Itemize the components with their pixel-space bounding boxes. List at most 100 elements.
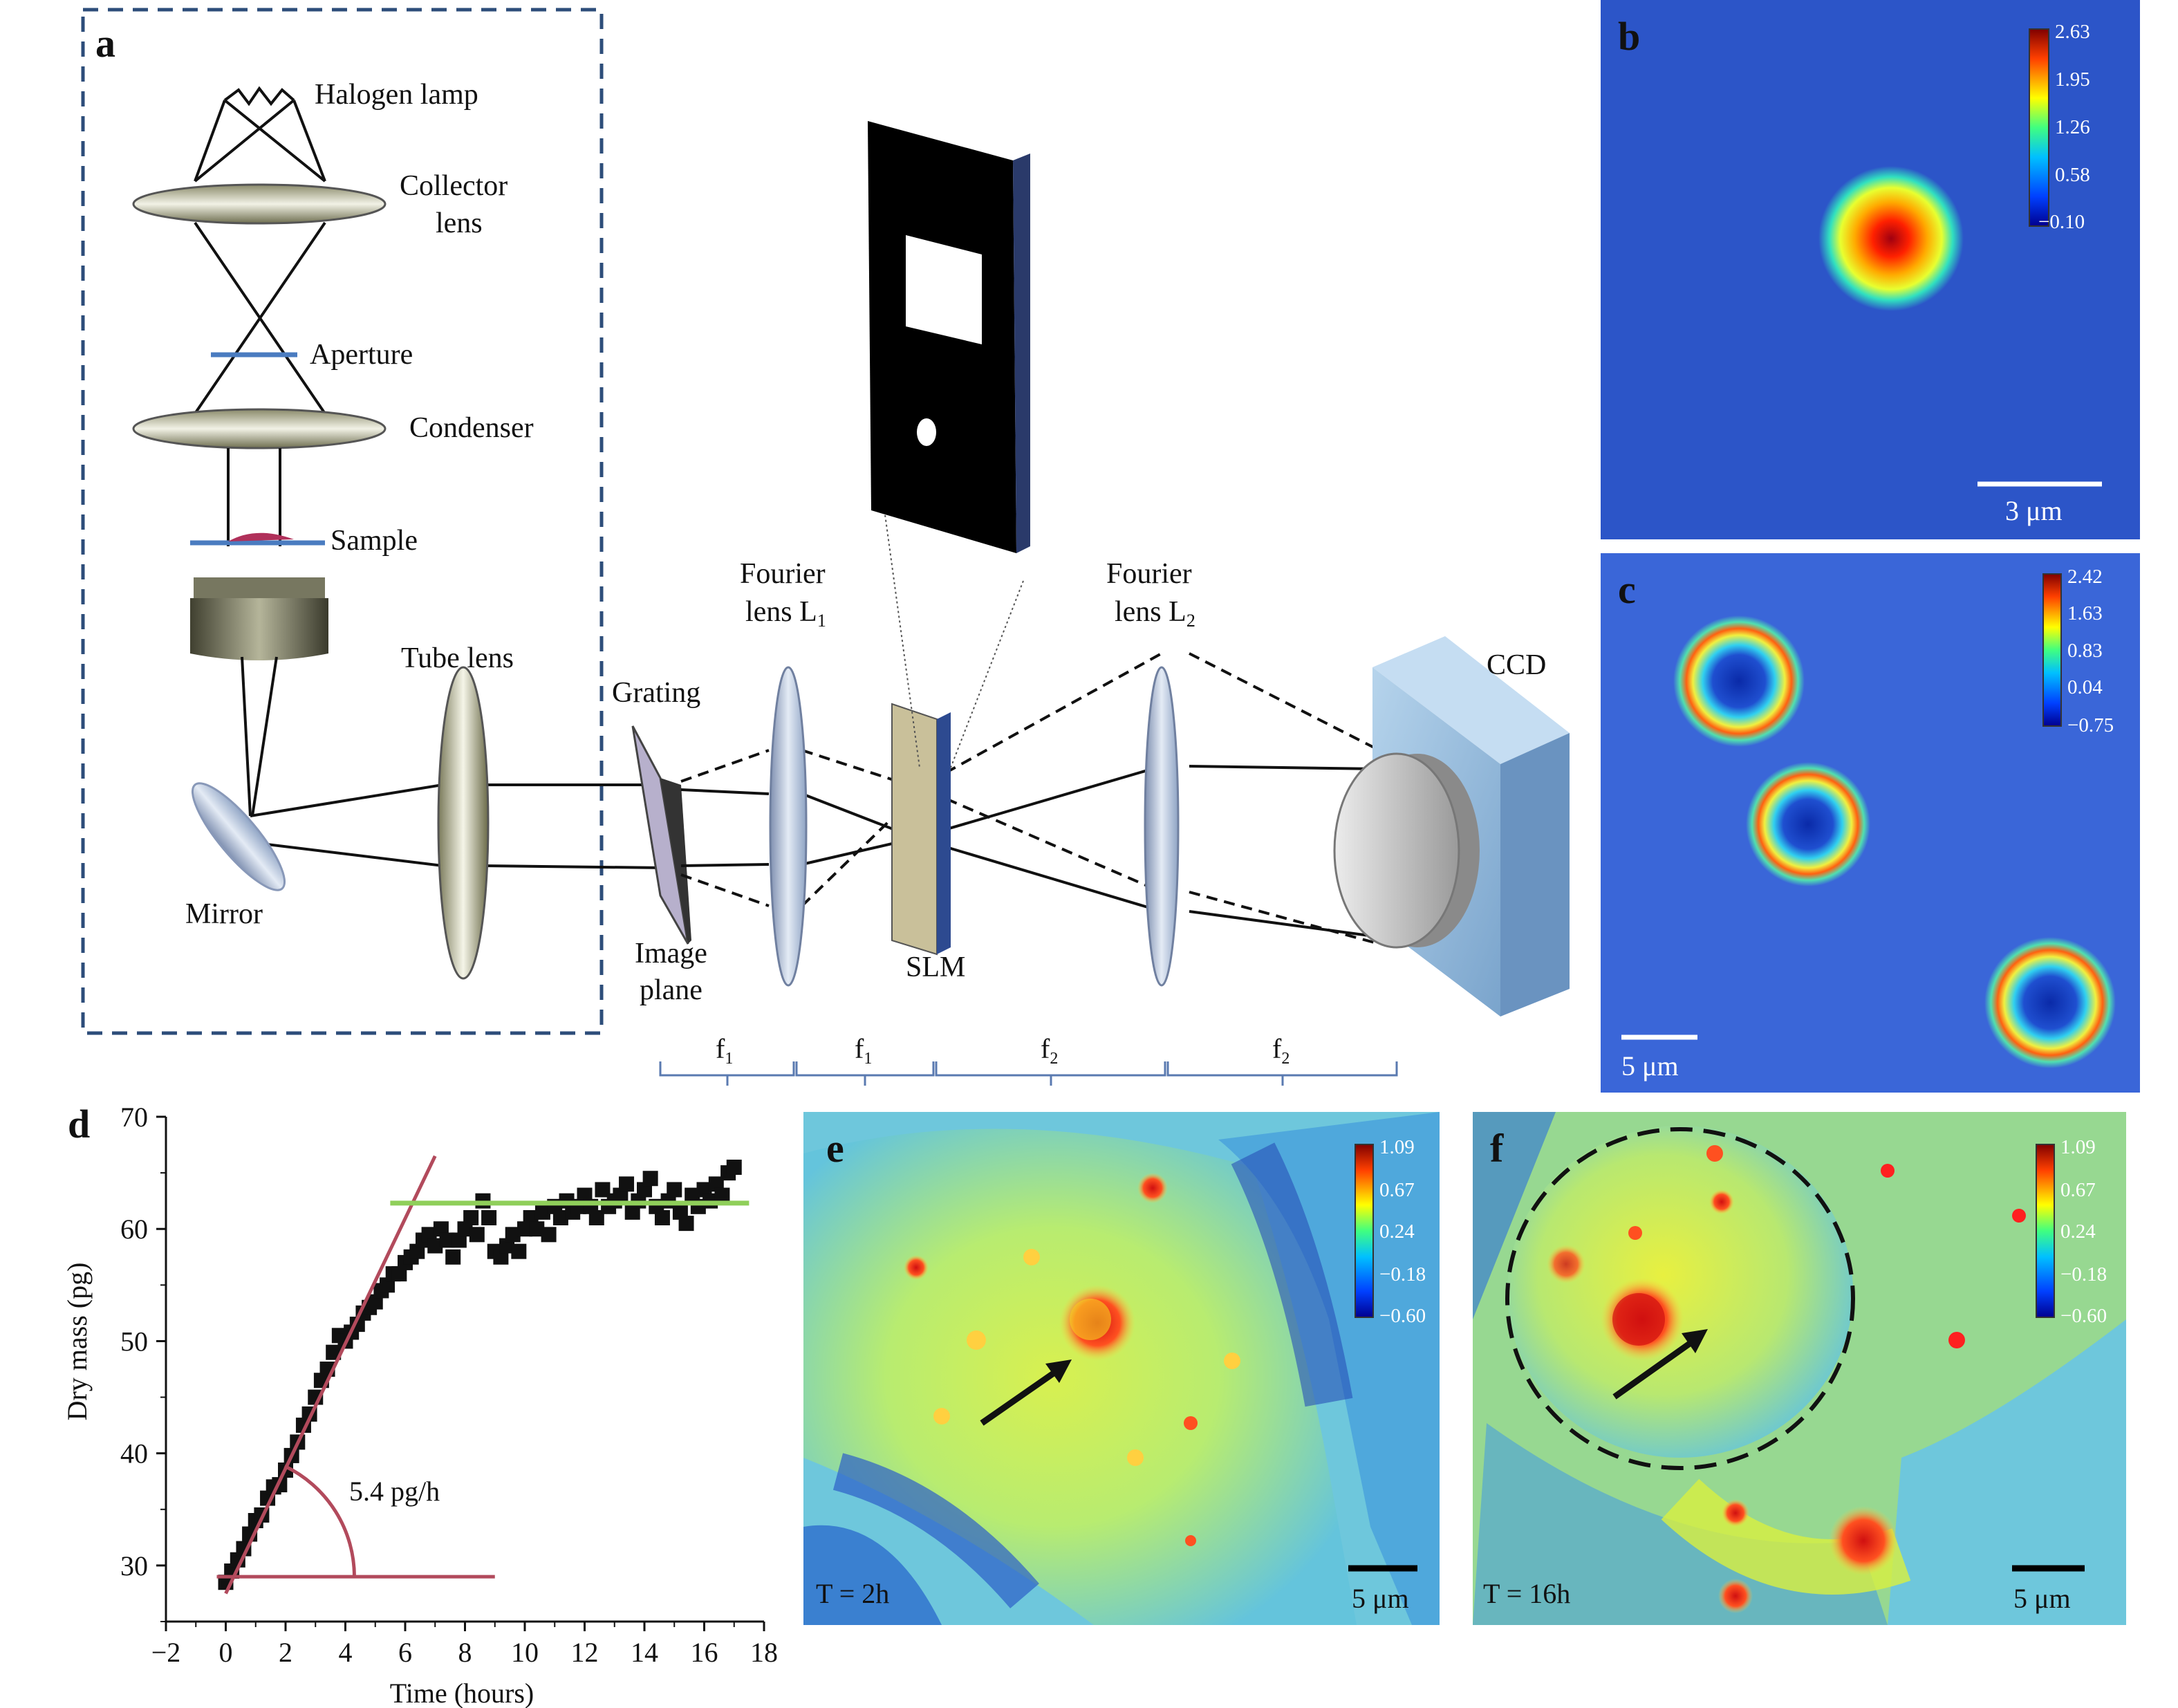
slm (891, 703, 951, 956)
sample-specimen (228, 532, 294, 541)
panel-label-e: e (826, 1126, 844, 1171)
tube-lens-label: Tube lens (401, 642, 514, 674)
panel-a: a Halogen lamp Collector lens Aperture C… (81, 8, 664, 1035)
condenser-lens (132, 408, 387, 449)
colorbar-f-tick-5: −0.60 (2060, 1305, 2107, 1327)
grating (631, 725, 691, 945)
slope-annotation: 5.4 pg/h (349, 1476, 440, 1507)
x-tick-label: 12 (571, 1637, 599, 1668)
chart-ylabel: Dry mass (pg) (62, 1263, 93, 1421)
angle-arc (283, 1464, 356, 1577)
x-tick-label: 6 (398, 1637, 412, 1668)
colorbar-c (2042, 573, 2062, 727)
sample-label: Sample (331, 525, 418, 557)
x-tick-label: 18 (750, 1637, 778, 1668)
colorbar-c-tick-1: 2.42 (2067, 566, 2103, 588)
dim-f2-a: f (1041, 1033, 1050, 1064)
halogen-lamp-label: Halogen lamp (315, 79, 478, 111)
x-tick-label: 0 (219, 1637, 233, 1668)
data-point (469, 1227, 485, 1243)
y-tick-label: 50 (120, 1326, 148, 1357)
dim-f2-a-sub: 2 (1050, 1050, 1058, 1068)
fourier-lens-2 (1144, 666, 1180, 987)
x-tick-label: 4 (339, 1637, 353, 1668)
panel-label-a: a (95, 21, 115, 66)
collector-lens (132, 183, 387, 225)
microscope-frame (81, 8, 604, 1035)
colorbar-b (2029, 28, 2049, 227)
data-point (439, 1232, 455, 1248)
arrow-f-head (1682, 1329, 1708, 1353)
collector-lens-label-2: lens (436, 207, 483, 239)
colorbar-c-tick-2: 1.63 (2067, 602, 2103, 624)
panel-b: b 2.63 1.95 1.26 0.58 −0.10 3 μm (1601, 0, 2140, 539)
arrow-e (980, 1365, 1063, 1426)
colorbar-f-tick-3: 0.24 (2060, 1220, 2096, 1243)
colorbar-b-tick-5: −0.10 (2038, 211, 2085, 233)
relay-system: Grating Image plane Fourier lens L1 (612, 121, 1570, 1086)
data-point (445, 1249, 461, 1265)
chart-xlabel: Time (hours) (390, 1678, 534, 1708)
data-point (552, 1210, 568, 1225)
panel-label-f: f (1490, 1126, 1504, 1171)
data-point (326, 1344, 342, 1360)
panel-d: d Dry mass (pg) Time (hours) 5.4 pg/h −2… (62, 1102, 778, 1708)
dim-f1-b-sub: 1 (864, 1050, 872, 1068)
colorbar-f-tick-1: 1.09 (2060, 1136, 2096, 1158)
scale-bar-c-label: 5 μm (1621, 1050, 1679, 1082)
colorbar-b-tick-3: 1.26 (2055, 116, 2090, 138)
x-tick-label: 10 (511, 1637, 539, 1668)
scale-bar-e-label: 5 μm (1352, 1583, 1409, 1614)
grating-label: Grating (612, 677, 700, 709)
data-point (505, 1227, 521, 1243)
x-tick-label: 8 (458, 1637, 472, 1668)
data-point (595, 1182, 611, 1198)
data-point (427, 1238, 443, 1254)
cell-ring-2 (1746, 762, 1870, 887)
colorbar-e-tick-3: 0.24 (1379, 1220, 1415, 1243)
svg-text:f2: f2 (1041, 1033, 1058, 1068)
halogen-lamp-icon (194, 86, 326, 183)
fit-line (224, 1155, 437, 1595)
data-point (463, 1210, 479, 1225)
image-plane-label-1: Image (635, 938, 707, 969)
data-point (481, 1210, 497, 1225)
panel-label-b: b (1618, 14, 1640, 59)
collector-lens-label-1: Collector (400, 170, 508, 202)
x-tick-label: 2 (279, 1637, 292, 1668)
panel-label-d: d (68, 1102, 90, 1147)
arrow-e-head (1045, 1359, 1072, 1383)
y-tick-label: 40 (120, 1438, 148, 1469)
fourier-lens-2-label-1: Fourier (1106, 558, 1192, 590)
x-tick-label: −2 (151, 1637, 181, 1668)
fourier-lens-2-subscript: 2 (1186, 611, 1195, 631)
colorbar-e (1355, 1144, 1374, 1318)
image-plane-label-2: plane (640, 974, 702, 1006)
time-label-f: T = 16h (1483, 1578, 1570, 1609)
svg-text:lens L2: lens L2 (1115, 596, 1195, 631)
data-point (667, 1182, 682, 1198)
objective-lens (190, 577, 328, 660)
fourier-lens-1 (769, 666, 808, 987)
data-point (511, 1243, 527, 1259)
y-tick-label: 70 (120, 1102, 148, 1133)
condenser-label: Condenser (409, 412, 534, 444)
dim-f2-b: f (1272, 1033, 1282, 1064)
colorbar-b-tick-2: 1.95 (2055, 68, 2090, 91)
focal-length-dimensions (659, 1061, 1398, 1086)
mirror (191, 782, 286, 891)
x-tick-label: 16 (691, 1637, 718, 1668)
data-point (619, 1176, 635, 1192)
slm-mask-inset (868, 121, 1030, 768)
data-point (534, 1204, 550, 1220)
svg-text:f1: f1 (716, 1033, 733, 1068)
colorbar-b-tick-4: 0.58 (2055, 164, 2090, 186)
cell-ring-1 (1673, 615, 1805, 747)
svg-text:lens L1: lens L1 (745, 596, 826, 631)
dim-f2-b-sub: 2 (1281, 1050, 1290, 1068)
fourier-lens-1-label-1: Fourier (740, 558, 826, 590)
data-point (726, 1160, 742, 1175)
colorbar-e-tick-1: 1.09 (1379, 1136, 1415, 1158)
data-point (529, 1221, 545, 1237)
